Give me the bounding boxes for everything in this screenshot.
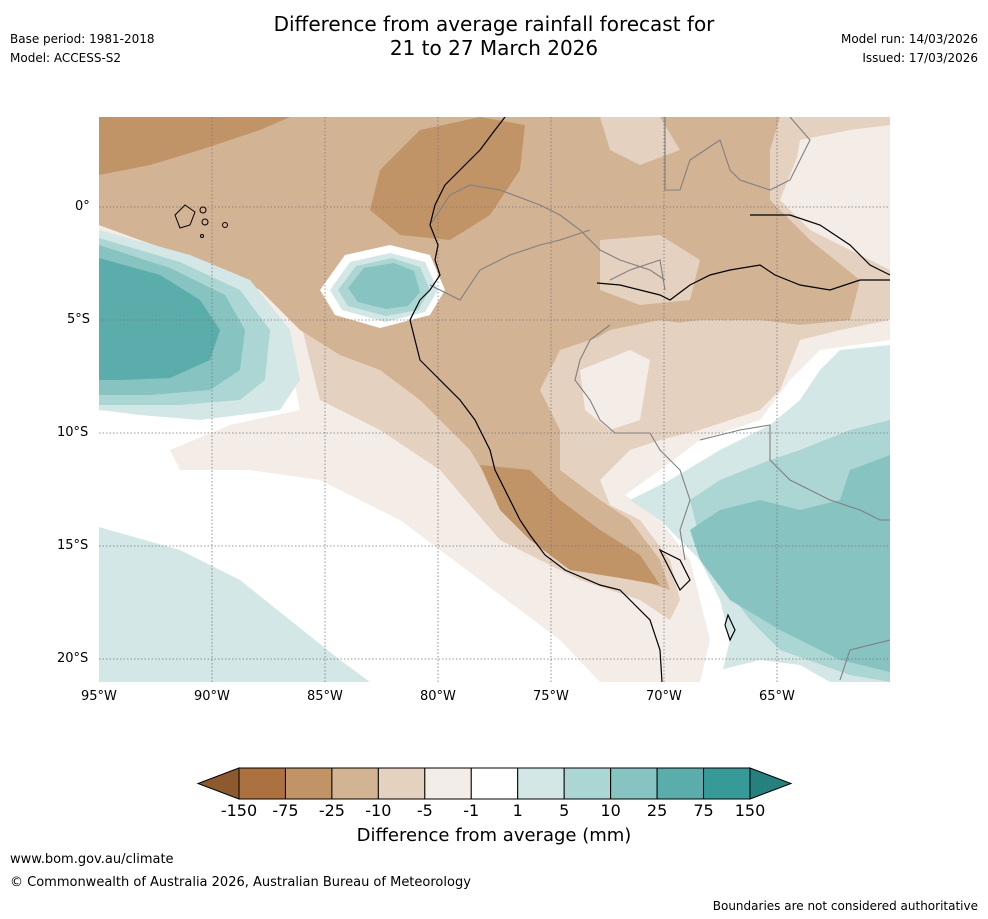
colorbar-swatch	[610, 767, 658, 800]
colorbar-arrow-right	[749, 767, 793, 800]
lat-tick-10s: 10°S	[57, 425, 89, 440]
colorbar-swatch	[563, 767, 612, 800]
model-text: Model: ACCESS-S2	[10, 51, 122, 65]
galapagos-islands	[174, 204, 228, 238]
colorbar-label: -150	[220, 801, 258, 820]
lon-tick-85w: 85°W	[307, 689, 343, 704]
graticule	[99, 117, 890, 682]
colorbar-label: -1	[463, 801, 480, 820]
colorbar-arrow-left	[196, 767, 240, 800]
colorbar-swatch	[284, 767, 333, 800]
colorbar-swatch	[470, 767, 519, 800]
meta-left: Base period: 1981-2018 Model: ACCESS-S2	[10, 30, 155, 68]
colorbar-title: Difference from average (mm)	[356, 825, 632, 846]
colorbar-swatch	[517, 767, 565, 800]
lon-tick-90w: 90°W	[194, 689, 230, 704]
colorbar-swatch	[703, 767, 751, 800]
colorbar-label: 5	[559, 801, 570, 820]
colorbar-label: 75	[693, 801, 714, 820]
anomaly-region-tan-dark	[99, 117, 290, 175]
colorbar-label: 150	[734, 801, 766, 820]
model-run-text: Model run: 14/03/2026	[840, 32, 978, 46]
anomaly-region-tan-mid	[99, 117, 860, 590]
colorbar-label: 25	[646, 801, 668, 820]
lon-tick-65w: 65°W	[759, 689, 795, 704]
meta-right: Model run: 14/03/2026 Issued: 17/03/2026	[841, 30, 978, 68]
chart-title: Difference from average rainfall forecas…	[0, 12, 988, 60]
lon-tick-70w: 70°W	[646, 689, 682, 704]
lon-tick-80w: 80°W	[420, 689, 456, 704]
lat-tick-5s: 5°S	[67, 312, 91, 327]
colorbar-swatch	[238, 767, 286, 800]
lat-tick-15s: 15°S	[57, 538, 89, 553]
website-text: www.bom.gov.au/climate	[10, 852, 174, 867]
colorbar-label: 10	[600, 801, 621, 820]
coastline	[409, 117, 890, 682]
colorbar-label: -75	[272, 801, 299, 820]
colorbar-swatch	[656, 767, 705, 800]
title-line-2: 21 to 27 March 2026	[389, 36, 599, 60]
anomaly-region-teal-southwest	[99, 527, 370, 682]
lat-tick-0: 0°	[75, 199, 90, 214]
lon-tick-95w: 95°W	[81, 689, 117, 704]
country-borders	[429, 117, 890, 681]
title-line-1: Difference from average rainfall forecas…	[273, 12, 715, 36]
issued-text: Issued: 17/03/2026	[862, 51, 978, 65]
lon-tick-75w: 75°W	[533, 689, 569, 704]
lat-tick-20s: 20°S	[57, 651, 89, 666]
colorbar-label: -25	[318, 801, 345, 820]
colorbar-label: -10	[365, 801, 392, 820]
colorbar-label: 1	[512, 801, 523, 820]
disclaimer-text: Boundaries are not considered authoritat…	[712, 899, 978, 913]
colorbar-label: -5	[416, 801, 433, 820]
colorbar-swatch	[424, 767, 472, 800]
copyright-text: © Commonwealth of Australia 2026, Austra…	[10, 875, 471, 890]
colorbar-swatch	[377, 767, 426, 800]
colorbar-swatch	[331, 767, 379, 800]
base-period-text: Base period: 1981-2018	[10, 32, 155, 46]
